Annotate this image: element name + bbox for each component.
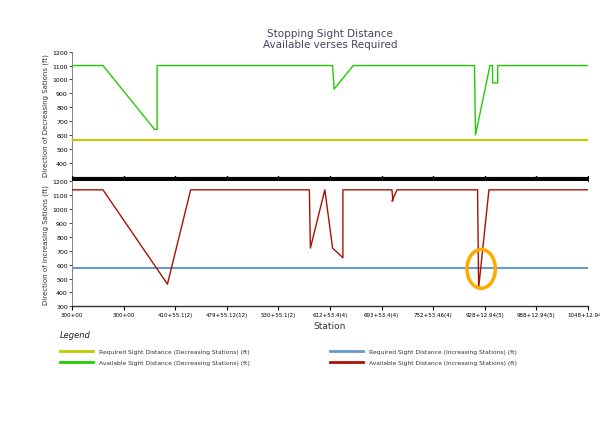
- X-axis label: Station: Station: [314, 321, 346, 330]
- Text: Required Sight Distance (Decreasing Stations) (ft): Required Sight Distance (Decreasing Stat…: [99, 349, 250, 354]
- Text: Available Sight Distance (Increasing Stations) (ft): Available Sight Distance (Increasing Sta…: [369, 360, 517, 365]
- Y-axis label: Direction of Increasing Sations (ft): Direction of Increasing Sations (ft): [43, 184, 49, 304]
- Y-axis label: Direction of Decreasing Sations (ft): Direction of Decreasing Sations (ft): [43, 53, 49, 176]
- Text: Available Sight Distance (Decreasing Stations) (ft): Available Sight Distance (Decreasing Sta…: [99, 360, 250, 365]
- Text: Legend: Legend: [60, 330, 91, 339]
- Text: Stopping Sight Distance
Available verses Required: Stopping Sight Distance Available verses…: [263, 28, 397, 50]
- Text: Required Sight Distance (Increasing Stations) (ft): Required Sight Distance (Increasing Stat…: [369, 349, 517, 354]
